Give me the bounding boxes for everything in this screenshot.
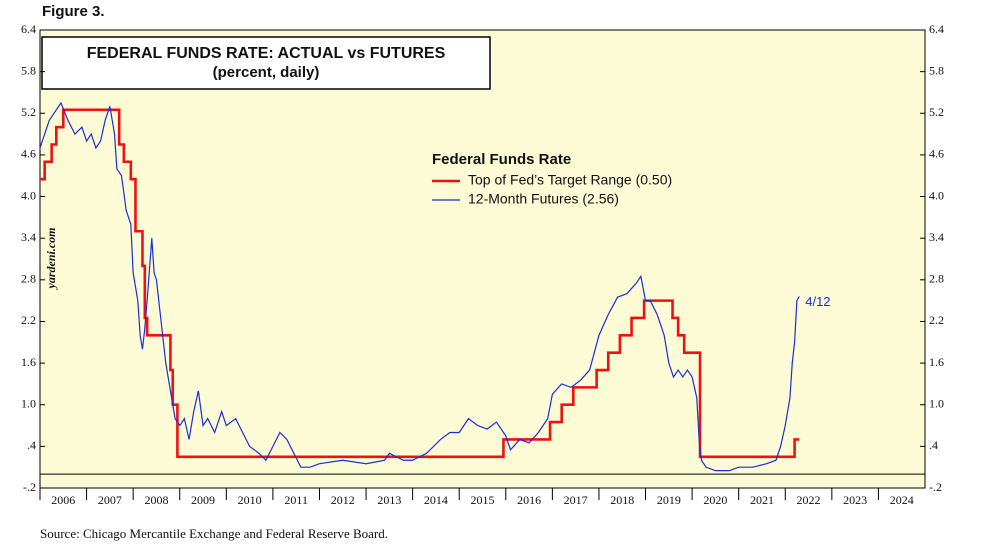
y-tick-label: 4.0 — [929, 188, 944, 202]
x-tick-label: 2010 — [238, 493, 262, 507]
x-tick-label: 2017 — [564, 493, 588, 507]
x-tick-label: 2009 — [191, 493, 215, 507]
y-tick-label: 4.0 — [21, 188, 36, 202]
annotation: 4/12 — [805, 294, 830, 309]
y-tick-label: -.2 — [23, 480, 36, 494]
chart-subtitle: (percent, daily) — [213, 64, 320, 81]
y-tick-label: 4.6 — [929, 147, 944, 161]
y-tick-label: 6.4 — [929, 22, 944, 36]
x-tick-label: 2019 — [657, 493, 681, 507]
y-tick-label: 2.2 — [21, 313, 36, 327]
y-tick-label: 1.6 — [929, 355, 944, 369]
x-tick-label: 2022 — [797, 493, 821, 507]
y-tick-label: 5.2 — [21, 105, 36, 119]
x-tick-label: 2008 — [144, 493, 168, 507]
legend-title: Federal Funds Rate — [432, 151, 571, 168]
y-tick-label: 1.6 — [21, 355, 36, 369]
y-tick-label: 1.0 — [21, 396, 36, 410]
y-tick-label: 5.8 — [929, 63, 944, 77]
legend-label: Top of Fed’s Target Range (0.50) — [468, 172, 672, 188]
source-note: Source: Chicago Mercantile Exchange and … — [40, 526, 388, 541]
x-tick-label: 2013 — [377, 493, 401, 507]
y-tick-label: .4 — [27, 438, 36, 452]
x-tick-label: 2020 — [703, 493, 727, 507]
y-tick-label: 2.8 — [21, 272, 36, 286]
series-line — [40, 108, 800, 459]
watermark: yardeni.com — [44, 228, 58, 291]
series-line — [39, 101, 800, 472]
y-tick-label: 5.2 — [929, 105, 944, 119]
y-tick-label: 3.4 — [929, 230, 944, 244]
y-tick-label: 4.6 — [21, 147, 36, 161]
chart-title: FEDERAL FUNDS RATE: ACTUAL vs FUTURES — [87, 45, 446, 62]
x-tick-label: 2015 — [471, 493, 495, 507]
y-tick-label: 1.0 — [929, 396, 944, 410]
x-tick-label: 2007 — [98, 493, 122, 507]
y-tick-label: .4 — [929, 438, 938, 452]
x-tick-label: 2021 — [750, 493, 774, 507]
y-tick-label: 2.8 — [929, 272, 944, 286]
y-tick-label: 2.2 — [929, 313, 944, 327]
plot-area — [39, 29, 926, 489]
title-box — [41, 36, 491, 90]
y-tick-label: 5.8 — [21, 63, 36, 77]
x-tick-label: 2018 — [610, 493, 634, 507]
y-tick-label: 6.4 — [21, 22, 36, 36]
x-tick-label: 2024 — [890, 493, 914, 507]
x-tick-label: 2006 — [51, 493, 75, 507]
x-tick-label: 2016 — [517, 493, 541, 507]
y-tick-label: 3.4 — [21, 230, 36, 244]
figure-label: Figure 3. — [42, 3, 105, 20]
x-tick-label: 2023 — [843, 493, 867, 507]
y-tick-label: -.2 — [929, 480, 942, 494]
x-tick-label: 2011 — [284, 493, 308, 507]
legend-label: 12-Month Futures (2.56) — [468, 191, 619, 207]
x-tick-label: 2012 — [331, 493, 355, 507]
x-tick-label: 2014 — [424, 493, 448, 507]
